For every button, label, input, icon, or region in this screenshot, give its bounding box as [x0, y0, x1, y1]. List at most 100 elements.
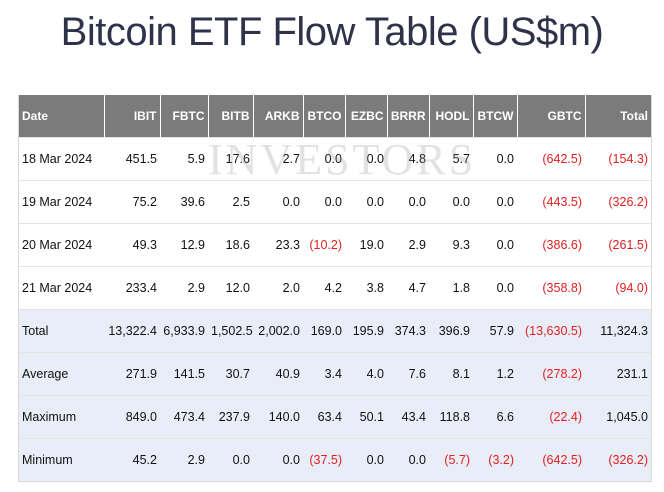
- table-cell: 75.2: [104, 180, 160, 224]
- table-cell: 169.0: [303, 309, 345, 353]
- column-header-btcw: BTCW: [473, 95, 518, 138]
- table-cell: (37.5): [303, 438, 345, 481]
- summary-row: Minimum 45.2 2.9 0.0 0.0 (37.5) 0.0 0.0 (5.7) (3.…: [19, 438, 651, 481]
- table-cell: 473.4: [160, 395, 208, 439]
- table-cell: 4.7: [387, 266, 429, 310]
- table-cell: (5.7): [429, 438, 473, 481]
- table-cell: 57.9: [473, 309, 517, 353]
- table-cell: 39.6: [160, 180, 208, 224]
- table-cell: 2.5: [208, 180, 253, 224]
- table-cell: 0.0: [387, 438, 429, 481]
- table-header: Date IBIT FBTC BITB ARKB BTCO EZBC BRRR HODL BTCW…: [19, 95, 651, 138]
- table-cell: 396.9: [429, 309, 473, 353]
- table-cell: 231.1: [585, 352, 651, 396]
- table-cell: 2.7: [253, 137, 303, 181]
- table-cell: (154.3): [585, 137, 651, 181]
- table-cell: 0.0: [473, 223, 517, 267]
- table-cell: (261.5): [585, 223, 651, 267]
- table-cell: 4.0: [345, 352, 387, 396]
- row-label: 18 Mar 2024: [19, 137, 104, 181]
- table-cell: 0.0: [253, 180, 303, 224]
- table-cell: 4.2: [303, 266, 345, 310]
- table-cell: (94.0): [585, 266, 651, 310]
- table-cell: 374.3: [387, 309, 429, 353]
- table-cell: 140.0: [253, 395, 303, 439]
- table-cell: 1,045.0: [585, 395, 651, 439]
- row-label: 20 Mar 2024: [19, 223, 104, 267]
- table-cell: 1.2: [473, 352, 517, 396]
- table-cell: 50.1: [345, 395, 387, 439]
- column-header-date: Date: [19, 95, 105, 138]
- table-cell: 3.8: [345, 266, 387, 310]
- table-cell: 5.7: [429, 137, 473, 181]
- header-row: Date IBIT FBTC BITB ARKB BTCO EZBC BRRR HODL BTCW…: [19, 95, 651, 138]
- table-cell: 8.1: [429, 352, 473, 396]
- table-cell: 849.0: [104, 395, 160, 439]
- column-header-hodl: HODL: [429, 95, 474, 138]
- table-cell: 2.9: [160, 438, 208, 481]
- table-cell: 19.0: [345, 223, 387, 267]
- column-header-fbtc: FBTC: [160, 95, 209, 138]
- table-cell: 63.4: [303, 395, 345, 439]
- table-cell: 0.0: [253, 438, 303, 481]
- table-cell: 5.9: [160, 137, 208, 181]
- column-header-ezbc: EZBC: [345, 95, 388, 138]
- row-label: Maximum: [19, 395, 104, 439]
- table-cell: (326.2): [585, 180, 651, 224]
- table-cell: 7.6: [387, 352, 429, 396]
- table-cell: 43.4: [387, 395, 429, 439]
- column-header-bitb: BITB: [208, 95, 254, 138]
- table-cell: 2.9: [160, 266, 208, 310]
- table-cell: 0.0: [473, 137, 517, 181]
- table-cell: (358.8): [517, 266, 585, 310]
- table-cell: 12.0: [208, 266, 253, 310]
- row-label: Total: [19, 309, 104, 353]
- table-cell: (3.2): [473, 438, 517, 481]
- table-cell: (278.2): [517, 352, 585, 396]
- summary-row: Average 271.9 141.5 30.7 40.9 3.4 4.0 7.6 8.1 1.2…: [19, 352, 651, 396]
- table-cell: 30.7: [208, 352, 253, 396]
- table-cell: 0.0: [303, 180, 345, 224]
- table-cell: 1.8: [429, 266, 473, 310]
- table-cell: 11,324.3: [585, 309, 651, 353]
- table-cell: 233.4: [104, 266, 160, 310]
- table-cell: 23.3: [253, 223, 303, 267]
- table-cell: 0.0: [303, 137, 345, 181]
- table-cell: 0.0: [473, 266, 517, 310]
- table-cell: 0.0: [429, 180, 473, 224]
- table-cell: 9.3: [429, 223, 473, 267]
- column-header-btco: BTCO: [303, 95, 346, 138]
- table-cell: 4.8: [387, 137, 429, 181]
- table-cell: 49.3: [104, 223, 160, 267]
- table-row: 20 Mar 2024 49.3 12.9 18.6 23.3 (10.2) 19.0 2.9…: [19, 223, 651, 267]
- table-cell: (386.6): [517, 223, 585, 267]
- summary-row: Total 13,322.4 6,933.9 1,502.5 2,002.0 169.0 1…: [19, 309, 651, 353]
- row-label: Minimum: [19, 438, 104, 481]
- table-cell: 3.4: [303, 352, 345, 396]
- table-cell: 0.0: [345, 180, 387, 224]
- table-cell: 0.0: [387, 180, 429, 224]
- row-label: Average: [19, 352, 104, 396]
- column-header-total: Total: [585, 95, 651, 138]
- table-cell: 1,502.5: [208, 309, 253, 353]
- table-cell: 141.5: [160, 352, 208, 396]
- table-cell: (443.5): [517, 180, 585, 224]
- etf-flow-table-container: Date IBIT FBTC BITB ARKB BTCO EZBC BRRR HODL BTCW…: [18, 95, 652, 482]
- table-cell: 18.6: [208, 223, 253, 267]
- row-label: 21 Mar 2024: [19, 266, 104, 310]
- table-cell: 6,933.9: [160, 309, 208, 353]
- row-label: 19 Mar 2024: [19, 180, 104, 224]
- table-cell: 451.5: [104, 137, 160, 181]
- column-header-gbtc: GBTC: [517, 95, 586, 138]
- table-row: 21 Mar 2024 233.4 2.9 12.0 2.0 4.2 3.8 4.7 1.8 0.…: [19, 266, 651, 310]
- table-cell: 45.2: [104, 438, 160, 481]
- table-cell: (326.2): [585, 438, 651, 481]
- table-cell: 118.8: [429, 395, 473, 439]
- table-cell: (642.5): [517, 438, 585, 481]
- table-cell: 271.9: [104, 352, 160, 396]
- table-body: 18 Mar 2024 451.5 5.9 17.6 2.7 0.0 0.0 4.8 5.7 0.…: [19, 137, 651, 481]
- column-header-ibit: IBIT: [104, 95, 161, 138]
- column-header-brrr: BRRR: [387, 95, 430, 138]
- table-cell: (642.5): [517, 137, 585, 181]
- summary-row: Maximum 849.0 473.4 237.9 140.0 63.4 50.1 43.4 1…: [19, 395, 651, 439]
